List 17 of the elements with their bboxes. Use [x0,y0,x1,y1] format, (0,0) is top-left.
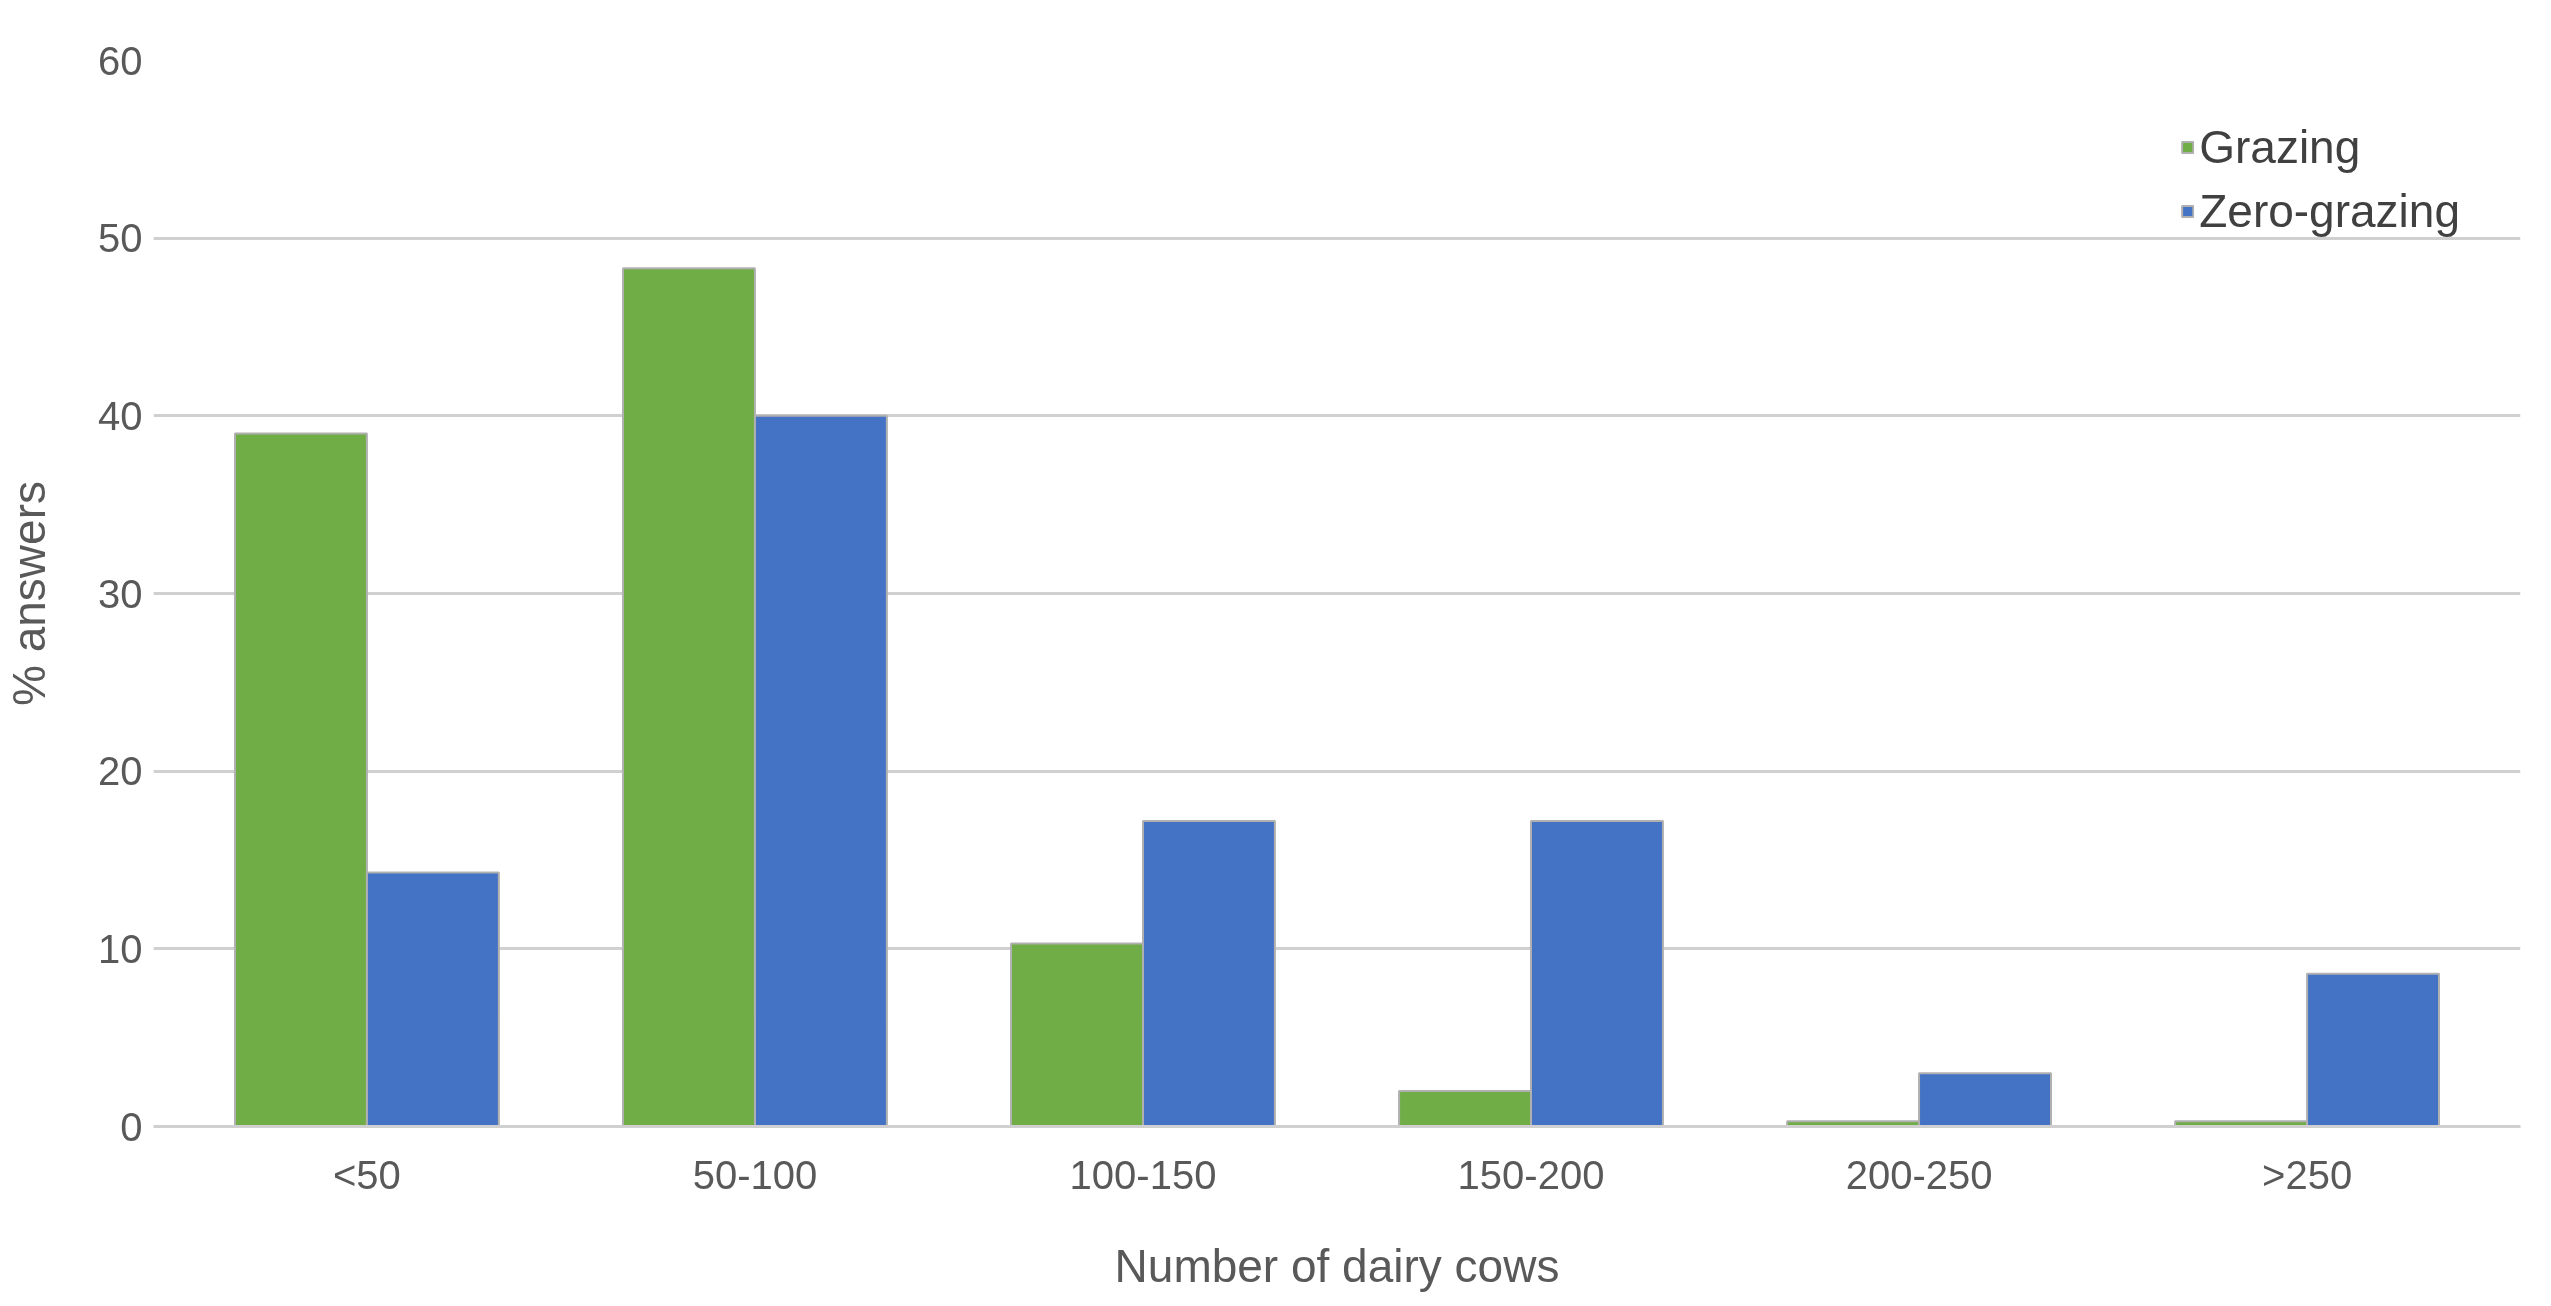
y-tick-label: 50 [98,216,143,261]
y-tick-label: 0 [120,1104,143,1149]
y-axis-title: % answers [3,481,56,706]
legend-label: Zero-grazing [2199,184,2460,238]
x-tick-label: 150-200 [1457,1152,1605,1197]
y-tick-label: 10 [98,926,143,971]
x-tick-label: >250 [2262,1152,2353,1197]
y-tick-label: 20 [98,749,143,794]
y-tick-label: 40 [98,393,143,438]
x-axis-title: Number of dairy cows [1114,1239,1560,1292]
x-tick-label: 50-100 [692,1152,818,1197]
x-tick-label: <50 [332,1152,401,1197]
y-tick-label: 30 [98,571,143,616]
legend-label: Grazing [2199,120,2361,174]
x-tick-label: 100-150 [1069,1152,1217,1197]
y-tick-label: 60 [98,38,143,83]
x-tick-label: 200-250 [1845,1152,1993,1197]
